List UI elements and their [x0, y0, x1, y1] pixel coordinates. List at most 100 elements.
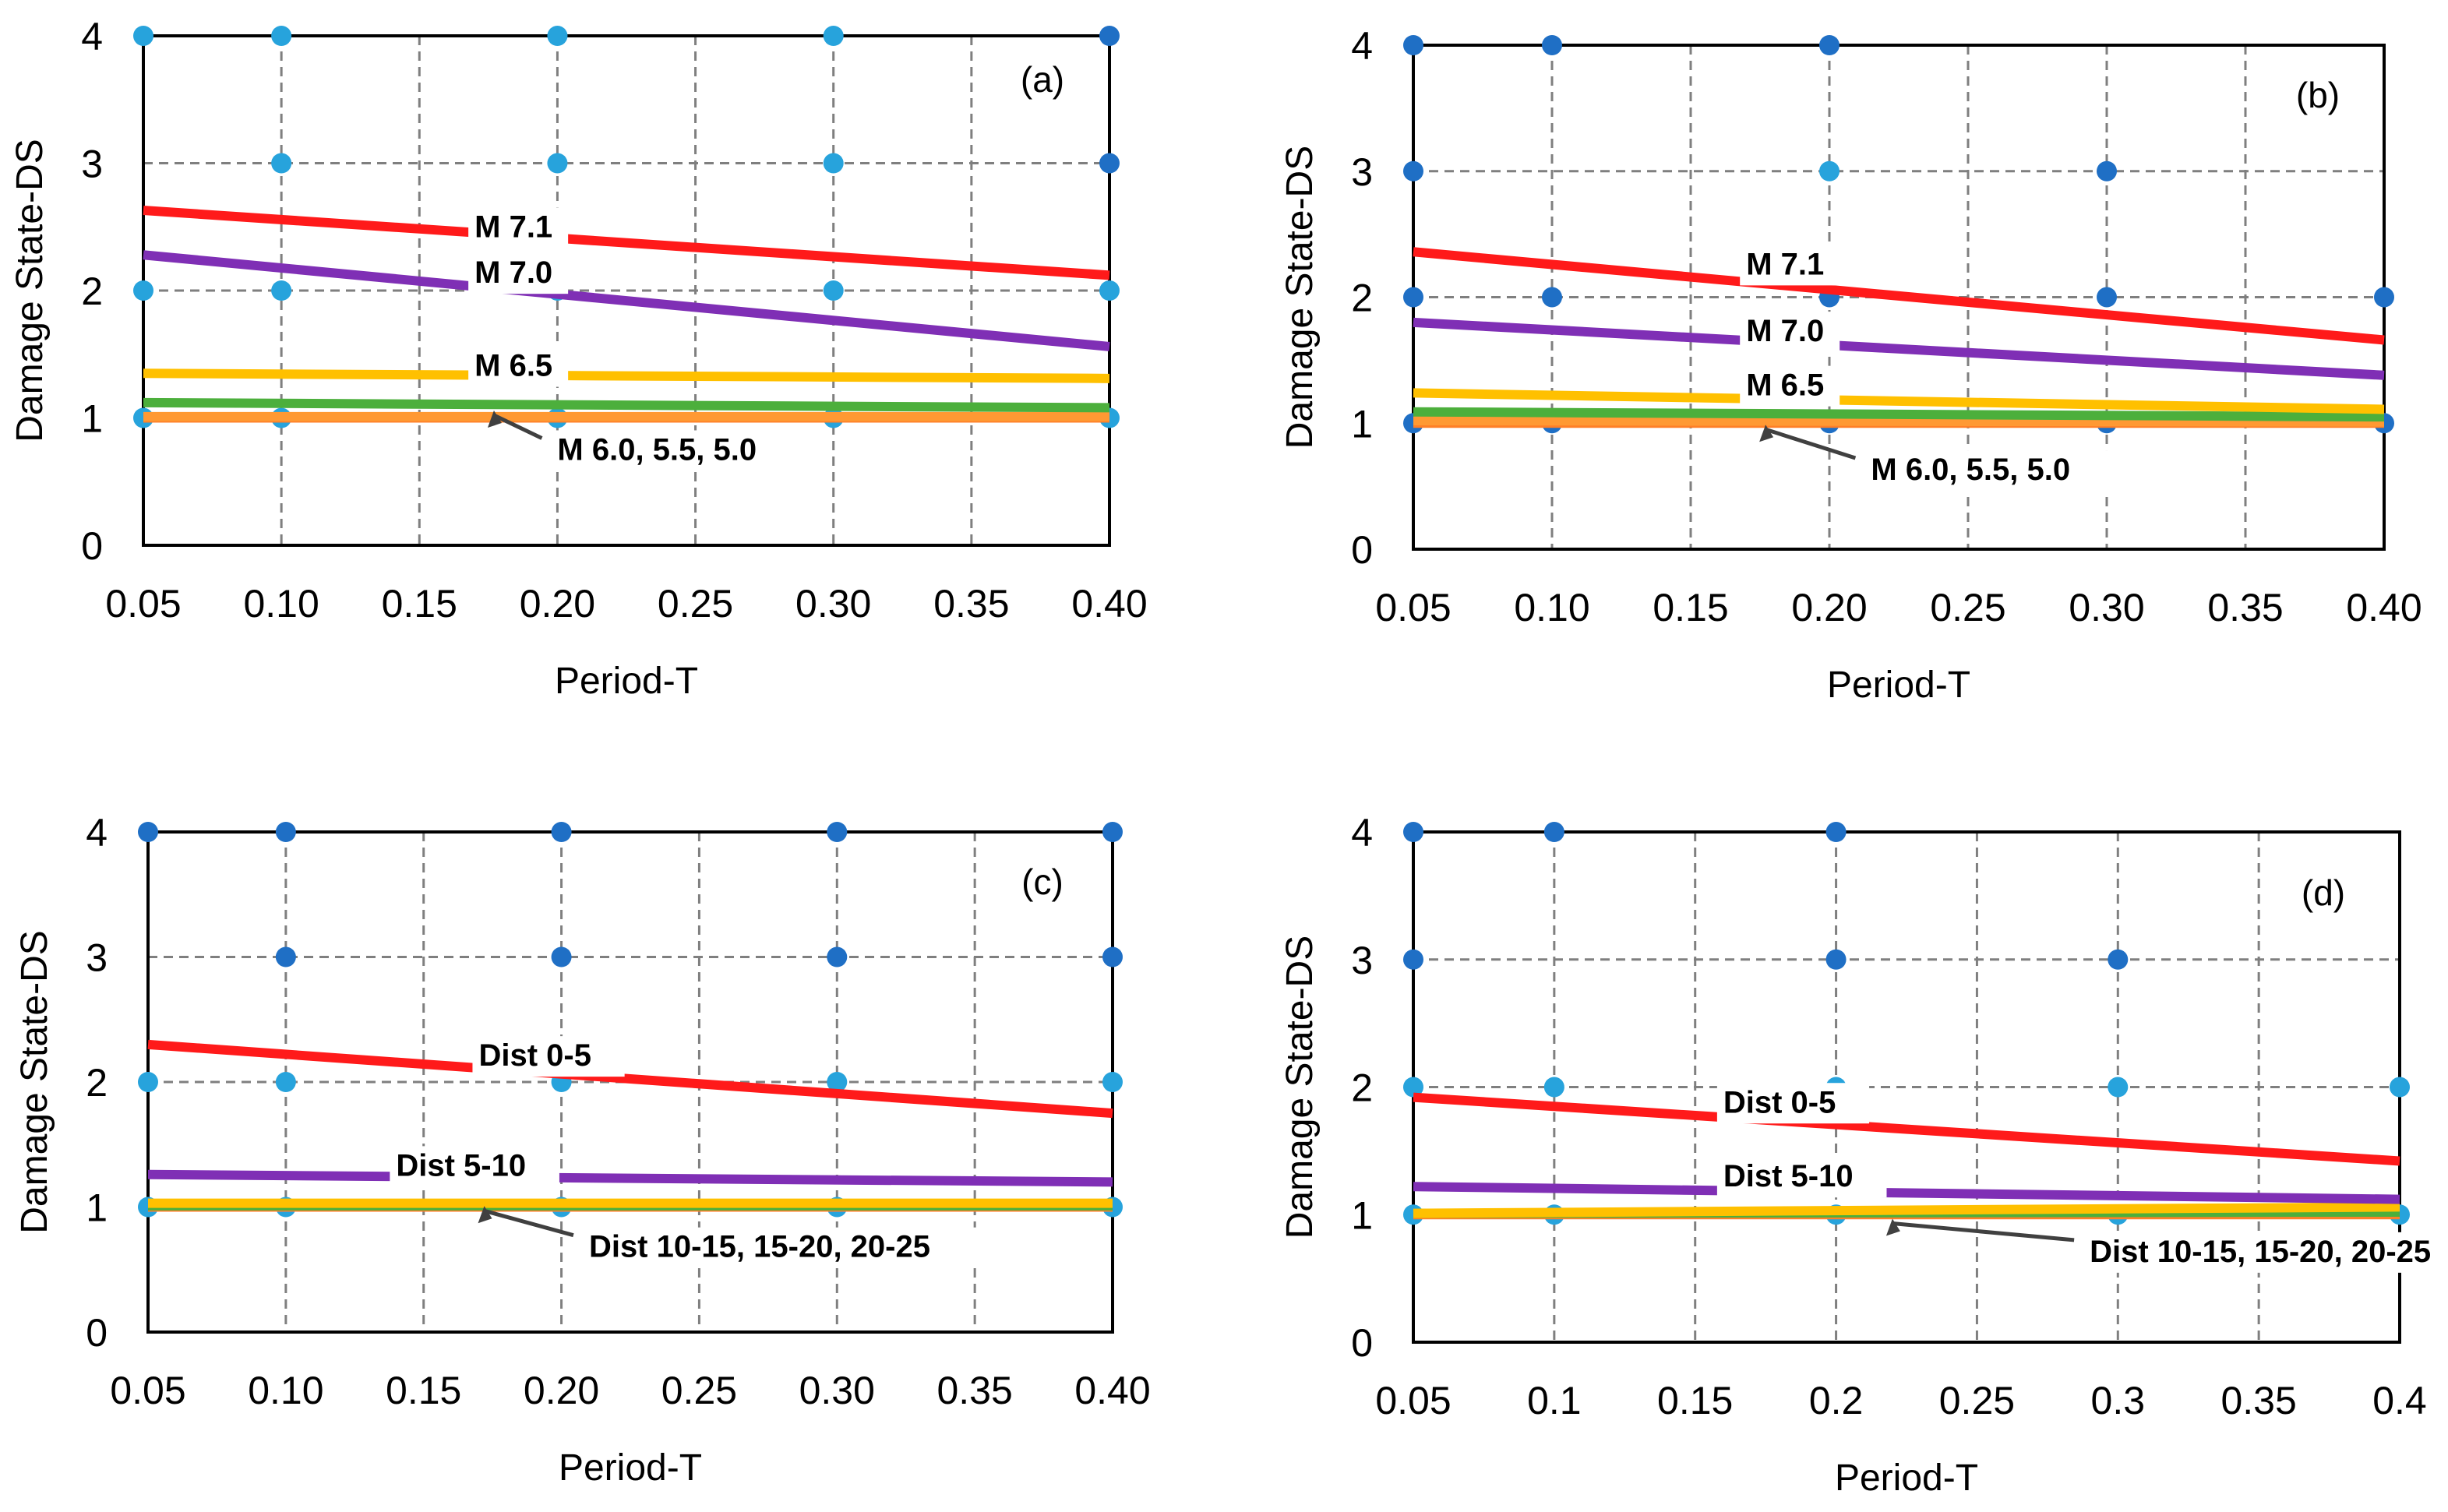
annotation-label: M 7.0: [474, 256, 552, 290]
data-point: [1403, 1077, 1423, 1098]
annotation-background: [468, 346, 569, 387]
data-point: [1819, 160, 1840, 182]
annotation-leader-line: [492, 413, 543, 440]
annotation-arrowhead: [1759, 425, 1774, 442]
annotation-arrowhead: [478, 1206, 492, 1224]
annotation-leader-line: [1892, 1221, 2075, 1242]
data-point: [2390, 1077, 2410, 1098]
data-point: [275, 946, 296, 967]
annotation-label: M 7.1: [1746, 247, 1824, 281]
annotation-label: Dist 10-15, 15-20, 20-25: [589, 1230, 930, 1264]
x-tick-label: 0.30: [2069, 586, 2144, 629]
y-axis-title: Damage State-DS: [1279, 146, 1321, 449]
data-point: [271, 153, 292, 174]
annotation-label: M 6.0, 5.5, 5.0: [1871, 453, 2070, 487]
x-tick-label: 0.15: [386, 1369, 461, 1412]
y-tick-label: 0: [1351, 1321, 1373, 1365]
data-point: [1102, 822, 1123, 842]
x-tick-label: 0.15: [1657, 1379, 1733, 1422]
data-point: [275, 1072, 296, 1092]
data-point: [275, 822, 296, 842]
x-tick-label: 0.25: [1930, 586, 2005, 629]
data-point: [1819, 35, 1840, 55]
annotation-background: [1740, 312, 1840, 353]
data-point: [1102, 1072, 1123, 1092]
annotation-leader-line: [483, 1208, 574, 1238]
annotation-label: Dist 5-10: [1723, 1159, 1854, 1193]
x-tick-label: 0.20: [1791, 586, 1867, 629]
data-point: [1543, 1077, 1564, 1098]
y-tick-label: 2: [1351, 1066, 1373, 1110]
data-point: [827, 822, 848, 842]
x-axis-title: Period-T: [1835, 1457, 1978, 1499]
data-point: [1403, 949, 1423, 970]
x-axis-title: Period-T: [559, 1447, 702, 1489]
annotation-background: [1864, 450, 2139, 492]
series-line-m6-5: [1413, 388, 2385, 414]
y-tick-label: 1: [1351, 1193, 1373, 1237]
series-line-dist5-10: [147, 1169, 1113, 1187]
panel-label: (c): [1021, 862, 1064, 902]
x-tick-label: 0.1: [1527, 1379, 1582, 1422]
y-tick-label: 4: [1351, 24, 1373, 68]
series-line-m6-0: [1413, 407, 2385, 422]
x-tick-label: 0.10: [1514, 586, 1589, 629]
y-tick-label: 4: [86, 811, 108, 855]
y-axis-title: Damage State-DS: [14, 930, 55, 1234]
annotation-label: Dist 5-10: [396, 1148, 526, 1182]
y-tick-label: 3: [81, 143, 103, 186]
y-axis-title: Damage State-DS: [9, 139, 51, 442]
x-tick-label: 0.20: [520, 582, 595, 626]
y-tick-label: 0: [81, 524, 103, 568]
data-point: [551, 822, 572, 842]
x-tick-label: 0.4: [2372, 1379, 2427, 1422]
annotation-background: [2083, 1232, 2448, 1273]
x-tick-label: 0.25: [1939, 1379, 2015, 1422]
data-point: [2097, 160, 2117, 182]
x-tick-label: 0.40: [1071, 582, 1147, 626]
data-point: [271, 280, 292, 301]
x-tick-label: 0.05: [105, 582, 181, 626]
annotation-arrowhead: [487, 411, 502, 428]
chart-panel-1: M 7.1 M 7.0 M 6.5 M 6.0, 5.5, 5.0 (a) 0 1 2 3 4 0.…: [9, 15, 1148, 702]
panel-label: (b): [2296, 75, 2340, 115]
data-point: [547, 26, 568, 46]
data-point: [138, 1072, 158, 1092]
x-tick-label: 0.30: [795, 582, 871, 626]
y-tick-label: 0: [1351, 528, 1373, 572]
annotation-background: [1740, 365, 1840, 407]
annotation-leader-line: [1765, 427, 1857, 460]
annotation-label: Dist 0-5: [478, 1038, 591, 1073]
x-tick-label: 0.2: [1809, 1379, 1864, 1422]
y-tick-label: 2: [81, 270, 103, 313]
annotation-background: [1716, 1083, 1870, 1124]
annotation-background: [468, 253, 569, 294]
y-tick-label: 4: [1351, 811, 1373, 855]
annotation-label: Dist 10-15, 15-20, 20-25: [2090, 1235, 2431, 1269]
data-point: [138, 822, 158, 842]
y-tick-label: 0: [86, 1311, 108, 1355]
x-tick-label: 0.05: [1375, 1379, 1451, 1422]
data-point: [2097, 287, 2117, 308]
x-axis-title: Period-T: [555, 661, 698, 702]
data-point: [2374, 287, 2394, 308]
x-tick-label: 0.35: [2220, 1379, 2296, 1422]
data-point: [551, 946, 572, 967]
y-tick-label: 1: [86, 1186, 108, 1230]
x-tick-label: 0.35: [937, 1369, 1012, 1412]
data-point: [823, 153, 844, 174]
y-tick-label: 1: [81, 397, 103, 441]
annotation-background: [582, 1227, 1014, 1268]
annotation-background: [1716, 1157, 1887, 1198]
y-tick-label: 2: [86, 1061, 108, 1105]
chart-panel-4: Dist 0-5 Dist 5-10 Dist 10-15, 15-20, 20-2…: [1279, 811, 2448, 1499]
x-tick-label: 0.30: [799, 1369, 875, 1412]
annotation-arrowhead: [1885, 1218, 1900, 1236]
chart-panel-3: Dist 0-5 Dist 5-10 Dist 10-15, 15-20, 20-2…: [14, 811, 1151, 1489]
panel-label: (a): [1021, 59, 1064, 100]
data-point: [1099, 26, 1120, 46]
y-axis-title: Damage State-DS: [1279, 936, 1321, 1239]
data-point: [1099, 280, 1120, 301]
data-point: [133, 280, 153, 301]
annotation-background: [472, 1036, 625, 1077]
